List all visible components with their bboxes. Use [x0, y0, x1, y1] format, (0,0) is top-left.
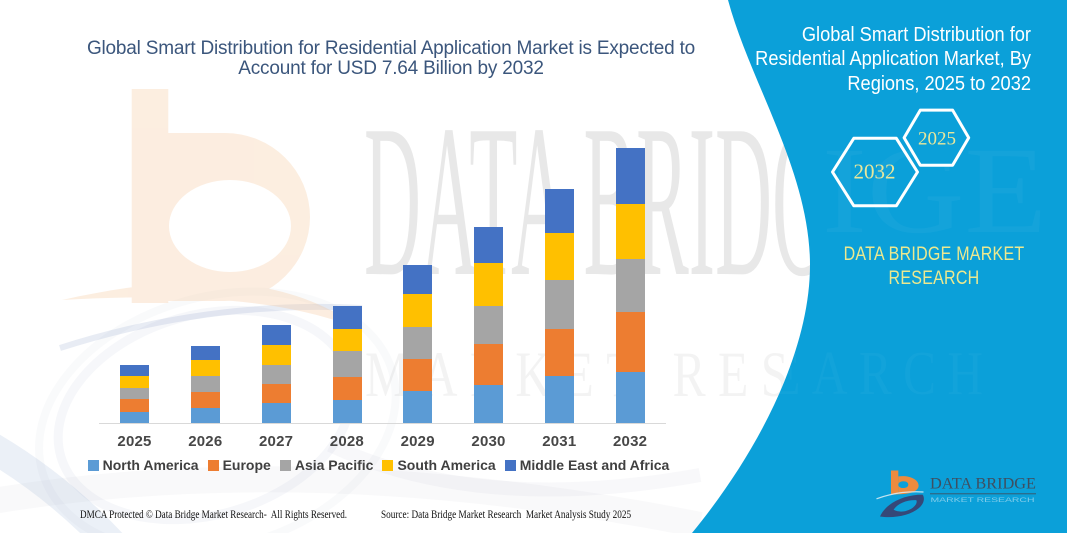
svg-text:ESEARCH: ESEARCH — [690, 340, 994, 408]
svg-text:2025: 2025 — [918, 128, 956, 149]
svg-text:MARKET RESEARCH: MARKET RESEARCH — [931, 497, 1035, 504]
svg-text:2032: 2032 — [854, 160, 896, 184]
svg-text:DATA BRIDGE: DATA BRIDGE — [930, 476, 1036, 493]
